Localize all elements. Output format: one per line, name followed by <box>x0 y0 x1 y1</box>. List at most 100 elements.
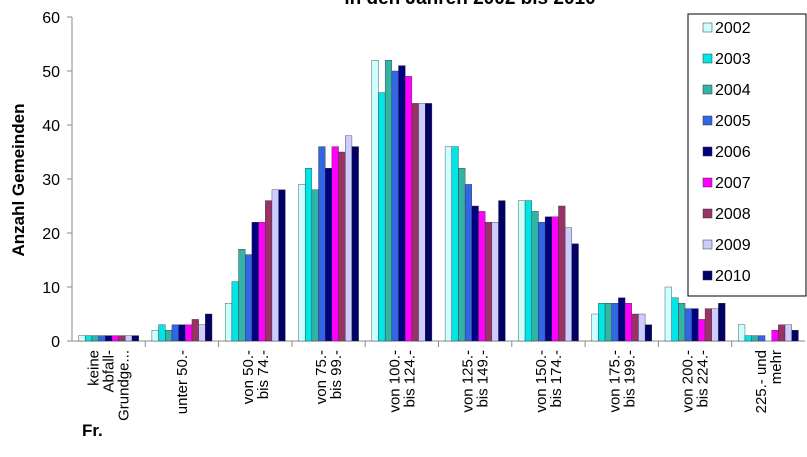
bar <box>331 146 339 342</box>
bar <box>398 65 406 342</box>
bar <box>325 167 333 342</box>
bar <box>205 313 213 342</box>
bar <box>464 184 473 342</box>
bar <box>571 243 579 342</box>
x-axis-label: Fr. <box>82 421 103 440</box>
bar <box>738 324 746 342</box>
x-tick-label: Abfall- <box>101 350 118 393</box>
bar <box>118 335 126 342</box>
bar <box>224 303 233 342</box>
legend-label: 2004 <box>715 82 751 99</box>
x-tick-label: mehr <box>768 350 785 384</box>
x-tick-label: bis 199.- <box>621 350 638 408</box>
bar <box>598 303 606 342</box>
y-tick-label: 40 <box>42 118 60 135</box>
bar <box>564 227 573 342</box>
legend-swatch <box>702 239 713 250</box>
legend-label: 2010 <box>715 268 751 285</box>
bar <box>278 189 286 342</box>
x-tick-label: von 125.- <box>460 350 477 413</box>
bar <box>484 221 493 342</box>
bar <box>131 335 139 342</box>
bar <box>105 335 113 342</box>
bar <box>458 167 466 342</box>
bar <box>751 335 759 342</box>
x-tick-label: bis 174.- <box>548 350 565 408</box>
x-tick-label: von 200.- <box>680 350 697 413</box>
bar <box>491 221 499 342</box>
bar <box>744 335 752 342</box>
x-tick-label: von 75.- <box>313 350 330 404</box>
bar <box>638 313 646 342</box>
bar <box>558 205 566 342</box>
bar <box>111 335 119 342</box>
bar <box>771 330 779 342</box>
y-axis-label: Anzahl Gemeinden <box>9 103 28 256</box>
bar <box>698 319 706 342</box>
bar <box>618 297 626 342</box>
legend-label: 2009 <box>715 237 751 254</box>
x-tick-label: bis 224.- <box>695 350 712 408</box>
bar <box>498 200 506 342</box>
x-tick-label: Grundge... <box>116 350 133 421</box>
bar <box>418 103 426 342</box>
bar <box>538 221 546 342</box>
bar <box>125 335 133 342</box>
bar <box>318 146 326 342</box>
bar <box>391 70 399 342</box>
bar <box>704 308 712 342</box>
x-tick-label: bis 99.- <box>328 350 345 399</box>
x-tick-label: keine <box>86 350 103 386</box>
bar <box>251 221 259 342</box>
bar <box>524 200 532 342</box>
bar <box>265 200 273 342</box>
legend-label: 2007 <box>715 175 751 192</box>
bar <box>684 308 692 342</box>
y-tick-label: 10 <box>42 280 60 297</box>
legend-label: 2006 <box>715 144 751 161</box>
bar <box>471 205 479 342</box>
bar <box>604 303 612 342</box>
y-tick-label: 30 <box>42 172 60 189</box>
bar <box>298 184 306 342</box>
legend-swatch <box>702 270 713 281</box>
bar <box>518 200 526 342</box>
bar <box>531 211 539 342</box>
x-tick-label: 225.- und <box>753 350 770 413</box>
bar <box>231 281 239 342</box>
x-tick-label: von 100.- <box>386 350 403 413</box>
bar <box>678 303 686 342</box>
x-tick-label: bis 124.- <box>401 350 418 408</box>
bar <box>191 319 199 342</box>
y-tick-label: 50 <box>42 64 60 81</box>
bar <box>671 297 679 342</box>
x-tick-label: von 175.- <box>606 350 623 413</box>
bar <box>425 103 433 342</box>
y-tick-label: 0 <box>51 334 60 351</box>
bar <box>778 324 786 342</box>
bar <box>178 324 186 342</box>
bar <box>718 303 726 342</box>
legend-swatch <box>702 115 713 126</box>
legend-swatch <box>702 208 713 219</box>
legend-swatch <box>702 53 713 64</box>
bar <box>631 313 639 342</box>
bar <box>258 221 266 342</box>
chart-title: in den Jahren 2002 bis 2010 <box>344 0 595 9</box>
bar <box>691 308 699 342</box>
bar <box>551 216 559 342</box>
legend-label: 2002 <box>715 20 751 37</box>
bar <box>345 135 353 342</box>
bar <box>158 324 166 342</box>
bar <box>98 335 106 342</box>
legend-swatch <box>702 146 713 157</box>
bar <box>378 92 386 342</box>
bar <box>544 216 552 342</box>
legend-label: 2005 <box>715 113 751 130</box>
bar <box>624 303 632 342</box>
bar <box>758 335 766 342</box>
bar <box>384 60 393 342</box>
bar <box>165 330 173 342</box>
bar <box>478 211 486 342</box>
